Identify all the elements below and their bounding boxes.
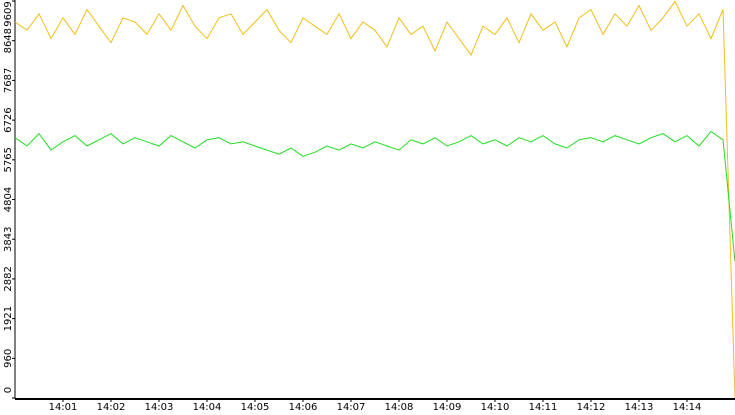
x-tick-label: 14:08 (385, 402, 414, 413)
x-tick-label: 14:13 (625, 402, 654, 413)
y-tick-label: 0 (3, 387, 14, 393)
x-tick-label: 14:05 (241, 402, 270, 413)
x-tick-label: 14:03 (145, 402, 174, 413)
series-line (14, 0, 735, 399)
x-tick-label: 14:11 (529, 402, 558, 413)
y-tick-label: 4804 (3, 187, 14, 212)
y-tick-label: 5765 (3, 147, 14, 172)
x-tick-label: 14:10 (481, 402, 510, 413)
x-tick-label: 14:01 (49, 402, 78, 413)
series-line (14, 130, 735, 262)
y-tick-label: 960 (3, 349, 14, 368)
y-tick-label: 2882 (3, 266, 14, 291)
x-tick-label: 14:09 (433, 402, 462, 413)
y-tick-label: 1921 (3, 306, 14, 331)
y-tick-label: 9609 (3, 1, 14, 26)
x-tick-label: 14:04 (193, 402, 222, 413)
x-tick-label: 14:07 (337, 402, 366, 413)
x-tick-label: 14:12 (577, 402, 606, 413)
y-tick-label: 6726 (3, 107, 14, 132)
x-tick-label: 14:14 (673, 402, 702, 413)
y-tick-label: 3843 (3, 226, 14, 251)
x-tick-label: 14:06 (289, 402, 318, 413)
y-tick-label: 7687 (3, 68, 14, 93)
x-tick-label: 14:02 (97, 402, 126, 413)
y-tick-label: 8648 (3, 28, 14, 53)
